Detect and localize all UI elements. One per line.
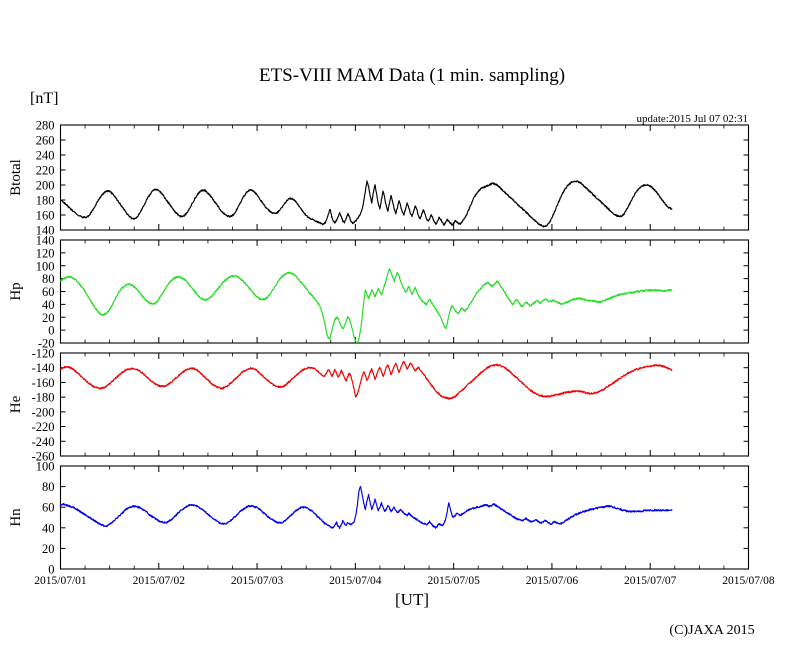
y-tick-label: 80 (42, 272, 55, 286)
x-tick-label: 2015/07/05 (427, 575, 480, 587)
y-tick-label: -220 (32, 420, 55, 434)
y-tick-label: -140 (32, 361, 55, 375)
y-tick-label: 40 (42, 521, 55, 535)
y-tick-label: -20 (38, 337, 55, 351)
y-tick-label: 200 (36, 179, 55, 193)
y-tick-label: -120 (32, 347, 55, 361)
y-tick-label: 20 (42, 311, 55, 325)
y-tick-label: 280 (36, 119, 55, 133)
x-tick-label: 2015/07/04 (329, 575, 382, 587)
panel-label: Hn (8, 508, 24, 527)
y-tick-label: 260 (36, 134, 55, 148)
y-tick-label: 100 (36, 460, 55, 474)
y-tick-label: 20 (42, 542, 55, 556)
y-tick-label: 60 (42, 285, 55, 299)
y-tick-label: 240 (36, 149, 55, 163)
x-tick-label: 2015/07/02 (133, 575, 186, 587)
data-trace-hp (59, 268, 673, 344)
y-tick-label: 80 (42, 480, 55, 494)
panel-label: He (8, 395, 24, 413)
y-tick-label: 160 (36, 209, 55, 223)
data-trace-hn (59, 485, 673, 530)
y-tick-label: 140 (36, 234, 55, 248)
chart-title: ETS-VIII MAM Data (1 min. sampling) (259, 65, 565, 86)
copyright-notice: (C)JAXA 2015 (669, 623, 754, 638)
x-tick-label: 2015/07/06 (526, 575, 579, 587)
panel-label: Btotal (8, 159, 24, 196)
y-tick-label: -260 (32, 450, 55, 464)
y-tick-label: 100 (36, 259, 55, 273)
x-tick-label: 2015/07/01 (34, 575, 87, 587)
panel-he: -260-240-220-200-180-160-140-120 He (8, 347, 750, 464)
y-tick-label: 120 (36, 246, 55, 260)
data-trace-btotal (59, 180, 673, 228)
y-tick-label: -200 (32, 405, 55, 419)
y-tick-label: 40 (42, 298, 55, 312)
y-tick-label: 0 (48, 324, 54, 338)
y-tick-label: 140 (36, 224, 55, 238)
unit-axis-label: [nT] (30, 90, 58, 107)
y-tick-label: 0 (48, 563, 54, 577)
panel-hn: 0 20 40 60 80 100 Hn (8, 460, 750, 577)
x-tick-label: 2015/07/08 (722, 575, 775, 587)
y-tick-label: 180 (36, 194, 55, 208)
panel-label: Hp (8, 282, 24, 300)
y-tick-label: 220 (36, 164, 55, 178)
x-tick-label: 2015/07/03 (231, 575, 284, 587)
x-axis-label: [UT] (395, 590, 429, 609)
y-tick-label: -160 (32, 376, 55, 390)
y-tick-label: -240 (32, 435, 55, 449)
y-tick-label: 60 (42, 501, 55, 515)
panel-group: 140160180200220240260280Btotal-200204060… (8, 119, 775, 588)
x-tick-label: 2015/07/07 (624, 575, 677, 587)
update-timestamp: update:2015 Jul 07 02:31 (636, 113, 748, 125)
data-trace-he (59, 360, 673, 400)
y-tick-label: -180 (32, 391, 55, 405)
